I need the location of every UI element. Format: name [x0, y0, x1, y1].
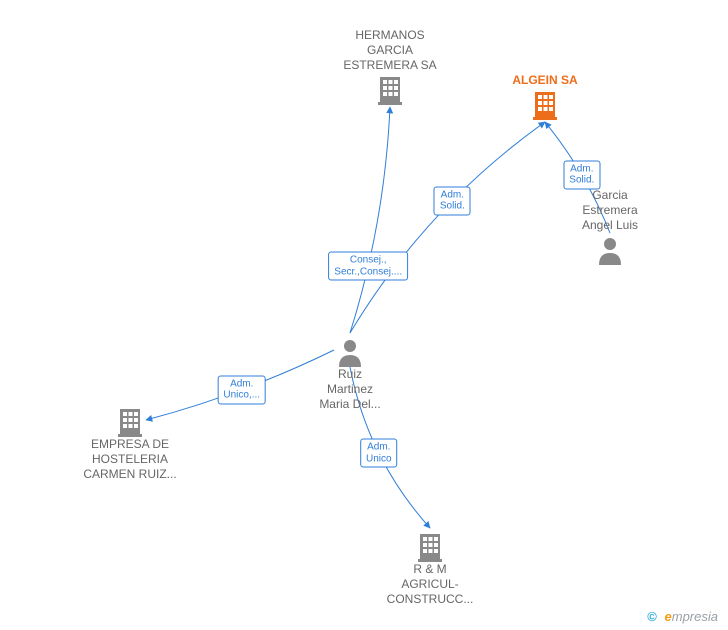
- edge-label[interactable]: Adm. Unico: [360, 439, 398, 468]
- edge-label[interactable]: Consej., Secr.,Consej....: [328, 252, 408, 281]
- watermark: © empresia: [647, 609, 718, 624]
- node-rm[interactable]: R & M AGRICUL- CONSTRUCC...: [375, 530, 485, 607]
- edge-label[interactable]: Adm. Solid.: [434, 186, 471, 215]
- building-icon: [416, 532, 444, 562]
- building-icon: [376, 75, 404, 105]
- node-hermanos[interactable]: HERMANOS GARCIA ESTREMERA SA: [335, 28, 445, 105]
- copyright-symbol: ©: [647, 609, 657, 624]
- diagram-canvas: { "diagram": { "type": "network", "backg…: [0, 0, 728, 630]
- node-label: EMPRESA DE HOSTELERIA CARMEN RUIZ...: [75, 437, 185, 482]
- node-label: Ruiz Martinez Maria Del...: [305, 367, 395, 412]
- brand-name: empresia: [665, 609, 718, 624]
- node-label: R & M AGRICUL- CONSTRUCC...: [375, 562, 485, 607]
- node-label: HERMANOS GARCIA ESTREMERA SA: [335, 28, 445, 73]
- node-ruiz[interactable]: Ruiz Martinez Maria Del...: [305, 335, 395, 412]
- node-label: ALGEIN SA: [500, 73, 590, 88]
- node-hosteleria[interactable]: EMPRESA DE HOSTELERIA CARMEN RUIZ...: [75, 405, 185, 482]
- edge-label[interactable]: Adm. Unico,...: [217, 375, 266, 404]
- building-icon: [116, 407, 144, 437]
- node-label: Garcia Estremera Angel Luis: [565, 188, 655, 233]
- node-algein[interactable]: ALGEIN SA: [500, 73, 590, 120]
- edge-ruiz-hermanos: [350, 107, 390, 333]
- edge-ruiz-algein: [350, 122, 545, 333]
- person-icon: [336, 337, 364, 367]
- building-icon: [531, 90, 559, 120]
- person-icon: [596, 235, 624, 265]
- edge-label[interactable]: Adm. Solid.: [563, 160, 600, 189]
- node-garcia[interactable]: Garcia Estremera Angel Luis: [565, 188, 655, 265]
